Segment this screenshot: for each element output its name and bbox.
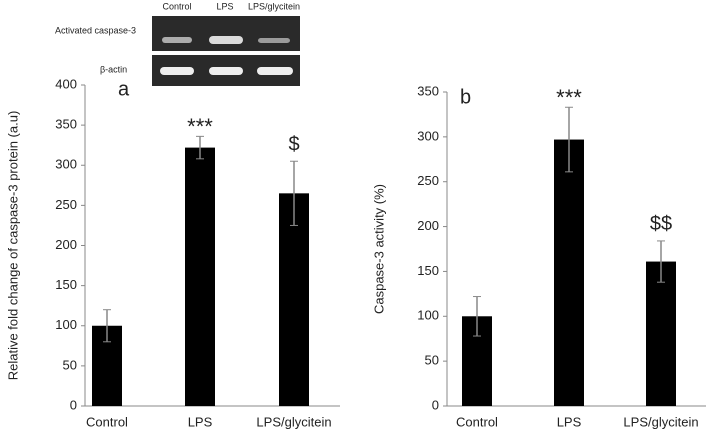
band [209,36,243,44]
x-tick-label: LPS/glycitein [256,414,331,429]
y-tick-label: 350 [417,83,439,98]
y-tick-label: 100 [55,317,77,332]
bar [279,193,309,406]
row-label: β-actin [100,64,127,74]
y-tick-label: 50 [425,353,439,368]
x-tick-label: Control [86,414,128,429]
y-tick-label: 200 [55,237,77,252]
y-tick-label: 400 [55,76,77,91]
band [258,38,290,43]
y-tick-label: 100 [417,308,439,323]
lane-label: LPS [216,1,233,11]
y-tick-label: 0 [70,397,77,412]
lane-label: LPS/glycitein [248,1,300,11]
lane-label: Control [162,1,191,11]
y-axis-label: Relative fold change of caspase-3 protei… [5,111,20,381]
annotation: $ [288,134,299,156]
bar [554,139,584,406]
y-axis-label: Caspase-3 activity (%) [371,184,386,314]
annotation: *** [556,85,582,110]
annotation: *** [187,114,213,139]
x-tick-label: LPS [188,414,213,429]
x-tick-label: Control [456,414,498,429]
band [162,37,192,43]
y-tick-label: 150 [55,277,77,292]
y-tick-label: 300 [55,157,77,172]
x-tick-label: LPS/glycitein [623,414,698,429]
band [160,67,194,75]
y-tick-label: 0 [432,397,439,412]
y-tick-label: 350 [55,117,77,132]
panel-label: b [460,86,471,108]
row-label: Activated caspase-3 [55,25,136,35]
y-tick-label: 200 [417,218,439,233]
panel-label: a [118,78,130,100]
y-tick-label: 300 [417,128,439,143]
annotation: $$ [650,213,672,235]
bar [646,261,676,406]
x-tick-label: LPS [557,414,582,429]
y-tick-label: 50 [63,357,77,372]
blot-separator [152,51,300,55]
bar [185,147,215,406]
band [257,67,293,75]
band [209,67,243,75]
y-tick-label: 150 [417,263,439,278]
y-tick-label: 250 [417,173,439,188]
blot: Control LPS LPS/glycitein Activated casp… [55,1,300,86]
y-tick-label: 250 [55,197,77,212]
